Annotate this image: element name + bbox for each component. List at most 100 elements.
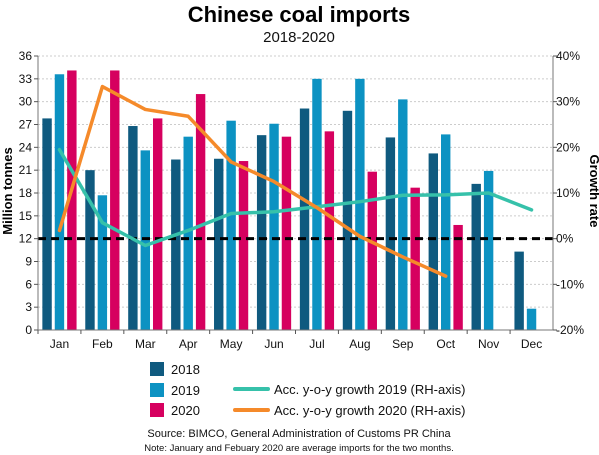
line-point-acc-y-o-y-growth-2020-rh-axis-apr (187, 115, 190, 118)
x-axis-tick-label-mar: Mar (135, 337, 156, 351)
line-point-acc-y-o-y-growth-2019-rh-axis-aug (359, 200, 361, 203)
bar-2018-oct (428, 153, 439, 330)
bars (42, 70, 537, 331)
left-axis-tick-label: 30 (19, 95, 33, 109)
line-point-acc-y-o-y-growth-2019-rh-axis-oct (444, 194, 447, 196)
bar-2020-aug (367, 171, 377, 330)
bar-2020-apr (195, 94, 206, 330)
bar-2019-oct (441, 134, 451, 330)
x-axis-tick-label-sep: Sep (392, 337, 414, 351)
bar-2019-jan (54, 74, 65, 331)
left-axis-tick-label: 36 (19, 49, 33, 63)
bar-2018-feb (85, 170, 95, 330)
bar-2020-jun (281, 136, 292, 330)
line-point-acc-y-o-y-growth-2019-rh-axis-nov (487, 192, 490, 194)
legend-label-2018: 2018 (171, 362, 200, 377)
bar-2019-jun (269, 123, 279, 330)
line-acc-y-o-y-growth-2019-rh-axis (57, 147, 534, 248)
legend-label-growth-2020: Acc. y-o-y growth 2020 (RH-axis) (274, 403, 465, 418)
right-axis-ticks: -20% -10% 0% 10% 20% 30% 40% (553, 49, 584, 337)
bar-2020-jul (324, 131, 335, 330)
bar-2018-sep (385, 137, 396, 330)
bar-2018-apr (171, 159, 181, 330)
line-point-acc-y-o-y-growth-2019-rh-axis-jun (273, 210, 275, 213)
x-axis-tick-label-jul: Jul (309, 337, 324, 351)
bar-2019-aug (355, 78, 365, 330)
bar-2020-jan (67, 70, 77, 330)
legend-label-2020: 2020 (171, 403, 200, 418)
bar-2019-may (226, 120, 236, 330)
x-axis-tick-label-jan: Jan (50, 337, 69, 351)
bar-2020-oct (453, 224, 463, 330)
left-axis-tick-label: 0 (25, 323, 32, 337)
bar-2018-jun (256, 135, 267, 330)
legend-swatch-2020 (150, 403, 164, 417)
legend-label-growth-2019: Acc. y-o-y growth 2019 (RH-axis) (274, 382, 465, 397)
left-axis-tick-label: 24 (19, 140, 33, 154)
x-axis-tick-label-aug: Aug (349, 337, 370, 351)
legend: 2018 2019 2020 Acc. y-o-y growth 2019 (R… (150, 362, 465, 418)
legend-item-2018: 2018 (150, 362, 200, 377)
bar-2019-jul (312, 78, 322, 330)
bar-2019-mar (140, 150, 150, 330)
legend-swatch-2018 (150, 362, 164, 376)
right-axis-tick-label: -10% (556, 277, 584, 291)
bar-2018-nov (471, 183, 481, 330)
bar-2018-may (214, 158, 224, 330)
bar-2020-feb (110, 70, 120, 330)
bar-2019-nov (483, 170, 494, 330)
line-point-acc-y-o-y-growth-2020-rh-axis-jan (58, 229, 61, 232)
bar-2018-mar (128, 126, 138, 331)
line-point-acc-y-o-y-growth-2019-rh-axis-apr (187, 229, 190, 232)
source-note: Source: BIMCO, General Administration of… (147, 428, 451, 440)
right-axis-tick-label: 0% (556, 232, 574, 246)
line-point-acc-y-o-y-growth-2019-rh-axis-mar (144, 244, 147, 247)
line-point-acc-y-o-y-growth-2020-rh-axis-jun (273, 180, 275, 183)
left-axis-tick-label: 18 (19, 186, 33, 200)
x-axis-tick-label-apr: Apr (179, 337, 198, 351)
x-axis-tick-label-may: May (220, 337, 243, 351)
line-point-acc-y-o-y-growth-2020-rh-axis-jul (316, 206, 318, 209)
left-axis-tick-label: 33 (19, 72, 33, 86)
bar-2018-jul (299, 108, 310, 331)
line-point-acc-y-o-y-growth-2019-rh-axis-may (230, 212, 232, 215)
line-point-acc-y-o-y-growth-2019-rh-axis-feb (101, 221, 104, 224)
legend-swatch-2019 (150, 383, 164, 397)
x-axis-tick-label-feb: Feb (92, 337, 113, 351)
left-axis-tick-label: 15 (19, 209, 33, 223)
bar-2019-dec (526, 308, 537, 330)
bar-2018-dec (514, 251, 524, 330)
right-axis-tick-label: 20% (556, 140, 580, 154)
bar-2019-feb (97, 195, 108, 330)
x-axis-tick-label-oct: Oct (436, 337, 455, 351)
line-point-acc-y-o-y-growth-2020-rh-axis-aug (359, 235, 361, 238)
line-point-acc-y-o-y-growth-2019-rh-axis-jan (58, 148, 61, 151)
right-axis-title: Growth rate (587, 155, 599, 228)
bar-2019-sep (398, 99, 408, 330)
right-axis-tick-label: 10% (556, 186, 580, 200)
bar-2020-sep (410, 187, 420, 330)
left-axis-title: Million tonnes (0, 147, 15, 234)
legend-item-growth-2020: Acc. y-o-y growth 2020 (RH-axis) (233, 403, 465, 418)
footnote: Note: January and Febuary 2020 are avera… (144, 443, 453, 454)
chart-title: Chinese coal imports (188, 2, 411, 27)
left-axis-tick-label: 27 (19, 118, 33, 132)
left-axis-tick-label: 3 (25, 300, 32, 314)
left-axis-tick-label: 21 (19, 163, 33, 177)
legend-item-growth-2019: Acc. y-o-y growth 2019 (RH-axis) (233, 382, 465, 397)
bar-2020-may (238, 161, 249, 330)
line-point-acc-y-o-y-growth-2020-rh-axis-sep (401, 256, 404, 258)
bar-2020-mar (152, 118, 163, 331)
growth-lines (57, 84, 534, 278)
legend-item-2020: 2020 (150, 403, 200, 418)
legend-label-2019: 2019 (171, 383, 200, 398)
right-axis-tick-label: -20% (556, 323, 584, 337)
left-axis-tick-label: 9 (25, 255, 32, 269)
x-axis-ticks: Jan Feb Mar Apr May Jun Jul Aug Sep Oct Nov Dec (37, 330, 542, 351)
line-point-acc-y-o-y-growth-2019-rh-axis-dec (530, 209, 533, 211)
right-axis-tick-label: 30% (556, 95, 580, 109)
line-point-acc-y-o-y-growth-2020-rh-axis-mar (144, 108, 147, 111)
chart-subtitle: 2018-2020 (263, 29, 335, 46)
